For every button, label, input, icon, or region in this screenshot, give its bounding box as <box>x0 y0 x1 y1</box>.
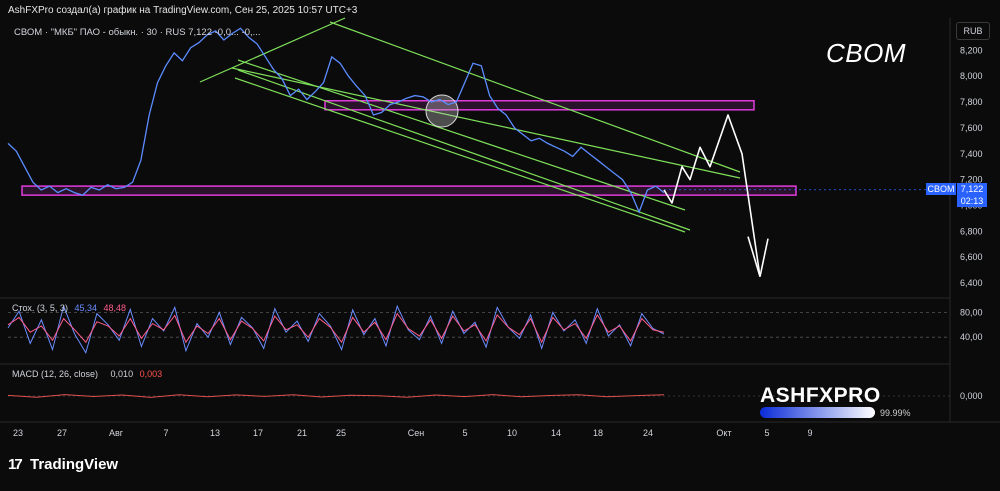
channel-line <box>199 17 346 83</box>
time-tick-label: 9 <box>807 428 812 438</box>
time-tick-label: 7 <box>163 428 168 438</box>
price-tick-label: 7,200 <box>960 175 983 185</box>
channel-line <box>237 69 691 231</box>
time-tick-label: 10 <box>507 428 517 438</box>
price-tick-label: 7,600 <box>960 123 983 133</box>
highlight-circle <box>425 94 459 128</box>
price-tag-timer: 02:13 <box>960 196 984 206</box>
price-tick-label: 6,400 <box>960 278 983 288</box>
time-tick-label: Авг <box>109 428 124 438</box>
stoch-k-value: 45,34 <box>74 303 97 313</box>
price-line <box>7 27 665 214</box>
channel-line <box>237 59 686 211</box>
forecast-path <box>663 114 761 277</box>
time-tick-label: 14 <box>551 428 561 438</box>
brand-percent: 99.99% <box>880 408 911 418</box>
tradingview-mark-icon: 17 <box>8 456 23 473</box>
tradingview-logo-text: TradingView <box>30 456 119 473</box>
macd-label: MACD (12, 26, close) <box>12 369 99 379</box>
stoch-legend[interactable]: Стох. (3, 5, 3) 45,34 48,48 <box>12 303 126 313</box>
time-tick-label: 5 <box>764 428 769 438</box>
price-tick-label: 6,600 <box>960 252 983 262</box>
stoch-tick-label: 80,00 <box>960 307 983 317</box>
price-tick-label: 7,800 <box>960 97 983 107</box>
forecast-arrowhead <box>747 236 769 277</box>
price-tick-label: 6,800 <box>960 226 983 236</box>
price-tag-value: 7,122 02:13 <box>957 183 987 207</box>
time-tick-label: Окт <box>716 428 731 438</box>
stoch-label: Стох. (3, 5, 3) <box>12 303 68 313</box>
stoch-line <box>7 312 665 344</box>
stoch-tick-label: 40,00 <box>960 332 983 342</box>
time-tick-label: 17 <box>253 428 263 438</box>
macd-tick-label: 0,000 <box>960 391 983 401</box>
macd-line <box>7 394 665 398</box>
time-tick-label: 23 <box>13 428 23 438</box>
price-tick-label: 7,400 <box>960 149 983 159</box>
symbol-line[interactable]: СВОМ · "МКБ" ПАО - обыкн. · 30 · RUS 7,1… <box>14 27 261 38</box>
time-tick-label: 21 <box>297 428 307 438</box>
price-tag-price: 7,122 <box>960 184 984 194</box>
time-tick-label: 13 <box>210 428 220 438</box>
stoch-line <box>7 304 665 354</box>
time-tick-label: 25 <box>336 428 346 438</box>
time-tick-label: 27 <box>57 428 67 438</box>
price-tick-label: 8,000 <box>960 71 983 81</box>
macd-legend[interactable]: MACD (12, 26, close) 0,010 0,003 <box>12 369 162 379</box>
horizontal-zone <box>324 100 755 111</box>
macd-value-2: 0,003 <box>139 369 163 379</box>
channel-line <box>234 77 686 233</box>
chart-header: AshFXPro создал(а) график на TradingView… <box>8 5 358 16</box>
time-tick-label: 18 <box>593 428 603 438</box>
brand-progress-bar <box>760 407 875 418</box>
time-tick-label: Сен <box>408 428 425 438</box>
time-tick-label: 5 <box>462 428 467 438</box>
time-tick-label: 24 <box>643 428 653 438</box>
currency-label[interactable]: RUB <box>956 22 990 40</box>
brand-name: ASHFXPRO <box>760 384 881 407</box>
channel-line <box>329 21 741 173</box>
price-tag-symbol: CBOM <box>926 183 956 195</box>
watermark-title: CBOM <box>826 38 906 68</box>
macd-value-1: 0,010 <box>110 369 134 379</box>
stoch-d-value: 48,48 <box>103 303 127 313</box>
horizontal-zone <box>21 185 797 196</box>
tradingview-logo[interactable]: 17 TradingView <box>8 456 118 473</box>
price-tick-label: 8,200 <box>960 45 983 55</box>
